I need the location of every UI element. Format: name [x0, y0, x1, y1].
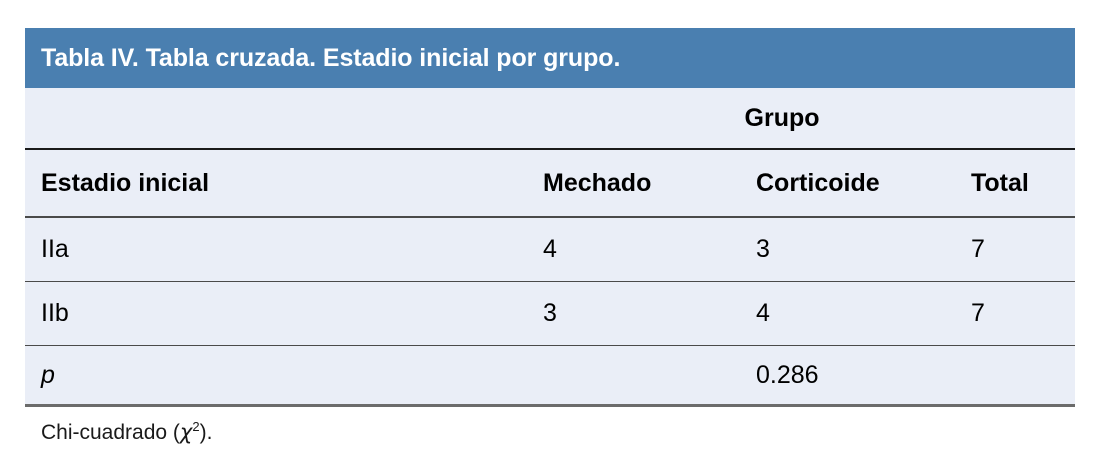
footnote-prefix: Chi-cuadrado (: [41, 421, 180, 444]
cell-stage-label: IIa: [25, 217, 527, 282]
footnote-suffix: ).: [199, 421, 213, 444]
table-figure: Tabla IV. Tabla cruzada. Estadio inicial…: [25, 28, 1076, 445]
pvalue-label: p: [41, 360, 55, 389]
spanner-label-grupo: Grupo: [527, 88, 1076, 150]
column-header-mechado: Mechado: [527, 149, 740, 218]
table-footnote: Chi-cuadrado (χ2).: [25, 407, 1075, 445]
cell-corticoide-count: 3: [740, 217, 955, 282]
column-header-corticoide: Corticoide: [740, 149, 955, 218]
table-row: IIb 3 4 7: [25, 281, 1076, 346]
pvalue-total-cell: [955, 346, 1075, 405]
crosstab-table: Grupo Estadio inicial Mechado Corticoide…: [25, 88, 1076, 405]
cell-mechado-count: 4: [527, 217, 740, 282]
pvalue-value: 0.286: [756, 360, 819, 389]
table-title: Tabla IV. Tabla cruzada. Estadio inicial…: [25, 28, 1075, 88]
cell-total-count: 7: [955, 217, 1076, 282]
cell-corticoide-count: 4: [740, 281, 955, 346]
table-spanner-row: Grupo: [25, 88, 1076, 150]
column-header-estadio-inicial: Estadio inicial: [25, 149, 527, 218]
chi-superscript: 2: [192, 419, 200, 434]
chi-symbol: χ: [179, 420, 193, 444]
table-pvalue-row: p 0.286: [25, 346, 1075, 405]
table-row: IIa 4 3 7: [25, 217, 1076, 282]
column-header-total: Total: [955, 149, 1076, 218]
cell-mechado-count: 3: [527, 281, 740, 346]
spanner-empty-cell: [25, 88, 527, 150]
pvalue-mechado-cell: [527, 346, 740, 405]
cell-total-count: 7: [955, 281, 1076, 346]
table-body: Grupo Estadio inicial Mechado Corticoide…: [25, 88, 1076, 407]
table-header-row: Estadio inicial Mechado Corticoide Total: [25, 149, 1076, 218]
cell-stage-label: IIb: [25, 281, 527, 346]
